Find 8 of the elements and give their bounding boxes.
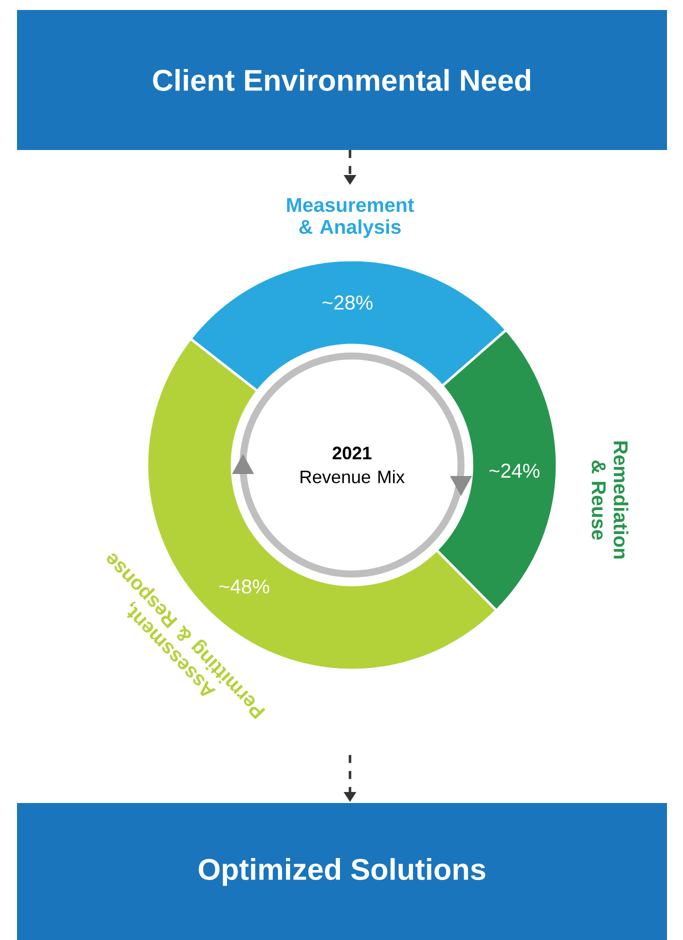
text: Optimized Solutions	[198, 858, 486, 886]
data-label: ~48%	[219, 579, 270, 594]
data-label: ~28%	[322, 296, 373, 310]
slice-label: Measurement & Analysis	[287, 198, 414, 238]
data-label: ~24%	[490, 464, 540, 478]
slice-label: Remediation & Reuse	[592, 442, 628, 559]
chart-title: Client Environmental Need	[153, 69, 530, 91]
text: 2021 Revenue Mix	[300, 446, 405, 484]
